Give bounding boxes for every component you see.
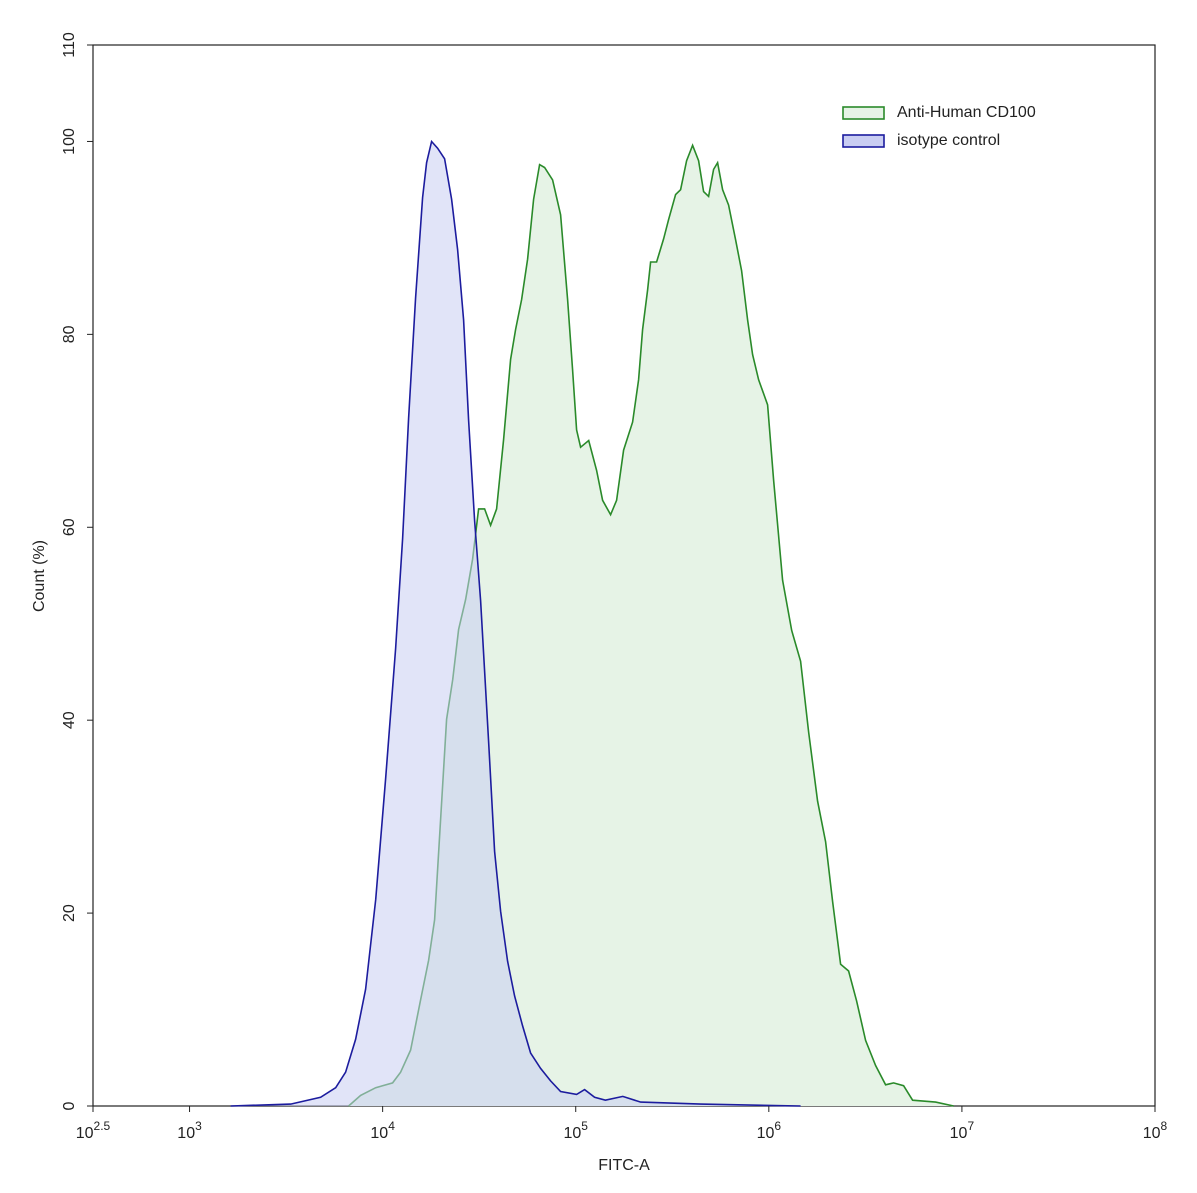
x-tick-base: 10	[950, 1125, 968, 1142]
x-tick-label: 106	[757, 1119, 782, 1142]
x-tick-label: 102.5	[76, 1119, 111, 1142]
y-tick-label: 0	[61, 1101, 78, 1110]
series-area	[348, 145, 954, 1107]
legend-label: isotype control	[897, 132, 1000, 149]
legend-swatch	[842, 106, 885, 120]
x-tick-exponent: 3	[195, 1119, 202, 1133]
x-tick-label: 108	[1143, 1119, 1168, 1142]
x-tick-label: 104	[370, 1119, 395, 1142]
legend-swatch	[842, 134, 885, 148]
y-axis-label: Count (%)	[31, 540, 48, 612]
y-tick-label: 20	[61, 904, 78, 922]
x-tick-base: 10	[177, 1125, 195, 1142]
x-tick-base: 10	[1143, 1125, 1161, 1142]
x-tick-exponent: 6	[774, 1119, 781, 1133]
legend-label: Anti-Human CD100	[897, 104, 1036, 121]
x-tick-base: 10	[563, 1125, 581, 1142]
y-tick-label: 80	[61, 325, 78, 343]
x-tick-exponent: 7	[967, 1119, 974, 1133]
x-tick-exponent: 4	[388, 1119, 395, 1133]
x-tick-label: 107	[950, 1119, 975, 1142]
x-tick-label: 103	[177, 1119, 202, 1142]
x-tick-exponent: 2.5	[94, 1119, 111, 1133]
x-tick-base: 10	[757, 1125, 775, 1142]
y-tick-label: 40	[61, 711, 78, 729]
y-tick-label: 100	[61, 128, 78, 155]
y-tick-label: 60	[61, 518, 78, 536]
series-line	[230, 139, 801, 1107]
x-tick-base: 10	[370, 1125, 388, 1142]
x-axis-label: FITC-A	[598, 1157, 650, 1174]
x-tick-exponent: 5	[581, 1119, 588, 1133]
x-tick-base: 10	[76, 1125, 94, 1142]
x-tick-exponent: 8	[1161, 1119, 1168, 1133]
x-tick-label: 105	[563, 1119, 588, 1142]
y-tick-label: 110	[61, 32, 78, 58]
